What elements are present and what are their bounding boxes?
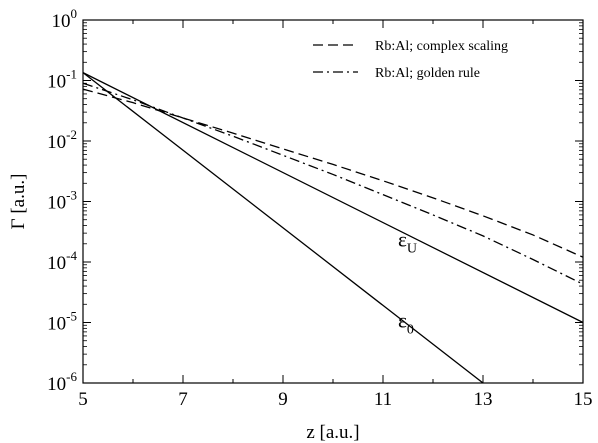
plot-border bbox=[82, 19, 584, 384]
x-tick-label: 13 bbox=[474, 389, 493, 410]
y-tick-base: 10 bbox=[47, 253, 66, 274]
y-tick-exponent: -4 bbox=[66, 248, 77, 263]
y-tick-exponent: 0 bbox=[71, 6, 78, 21]
y-tick-base: 10 bbox=[47, 314, 66, 335]
y-tick-label: 10-1 bbox=[47, 67, 77, 93]
y-tick-base: 10 bbox=[47, 72, 66, 93]
series-line-rb-al-golden-rule bbox=[82, 82, 584, 285]
x-axis-label: z [a.u.] bbox=[306, 422, 359, 443]
legend: Rb:Al; complex scaling Rb:Al; golden rule bbox=[313, 39, 508, 81]
y-tick-label: 10-6 bbox=[47, 369, 77, 395]
y-tick-exponent: -2 bbox=[66, 127, 77, 142]
y-tick-label: 10-5 bbox=[47, 309, 77, 335]
series-line-curve-2 bbox=[82, 72, 584, 324]
y-tick-base: 10 bbox=[47, 374, 66, 395]
y-tick-label: 10-2 bbox=[47, 127, 77, 153]
x-tick-label: 15 bbox=[574, 389, 593, 410]
y-tick-base: 10 bbox=[52, 11, 71, 32]
plot-frame bbox=[82, 19, 584, 384]
y-tick-exponent: -3 bbox=[66, 188, 77, 203]
series-line-rb-al-complex-scaling bbox=[82, 88, 584, 258]
annotation-symbol: ε bbox=[398, 228, 407, 252]
legend-entry-label: Rb:Al; complex scaling bbox=[375, 39, 508, 54]
y-tick-base: 10 bbox=[47, 132, 66, 153]
y-tick-base: 10 bbox=[47, 193, 66, 214]
y-tick-label: 100 bbox=[52, 6, 78, 32]
x-tick-label: 7 bbox=[178, 389, 188, 410]
y-axis-label: Γ [a.u.] bbox=[8, 174, 29, 230]
y-tick-label: 10-3 bbox=[47, 188, 77, 214]
y-tick-exponent: -5 bbox=[66, 309, 77, 324]
curve-annotation: εU bbox=[398, 228, 417, 257]
series-line-curve-3 bbox=[82, 72, 484, 384]
series-layer bbox=[82, 72, 584, 384]
annotation-symbol: ε bbox=[398, 309, 407, 333]
y-tick-label: 10-4 bbox=[47, 248, 77, 274]
x-tick-label: 11 bbox=[374, 389, 392, 410]
legend-entry-label: Rb:Al; golden rule bbox=[375, 66, 480, 81]
annotation-subscript: 0 bbox=[407, 323, 414, 338]
y-tick-exponent: -6 bbox=[66, 369, 77, 384]
y-tick-exponent: -1 bbox=[66, 67, 77, 82]
annotation-subscript: U bbox=[407, 242, 417, 257]
axis-ticks bbox=[82, 19, 584, 384]
x-tick-label: 5 bbox=[78, 389, 88, 410]
x-tick-label: 9 bbox=[278, 389, 288, 410]
curve-annotation: ε0 bbox=[398, 309, 414, 338]
